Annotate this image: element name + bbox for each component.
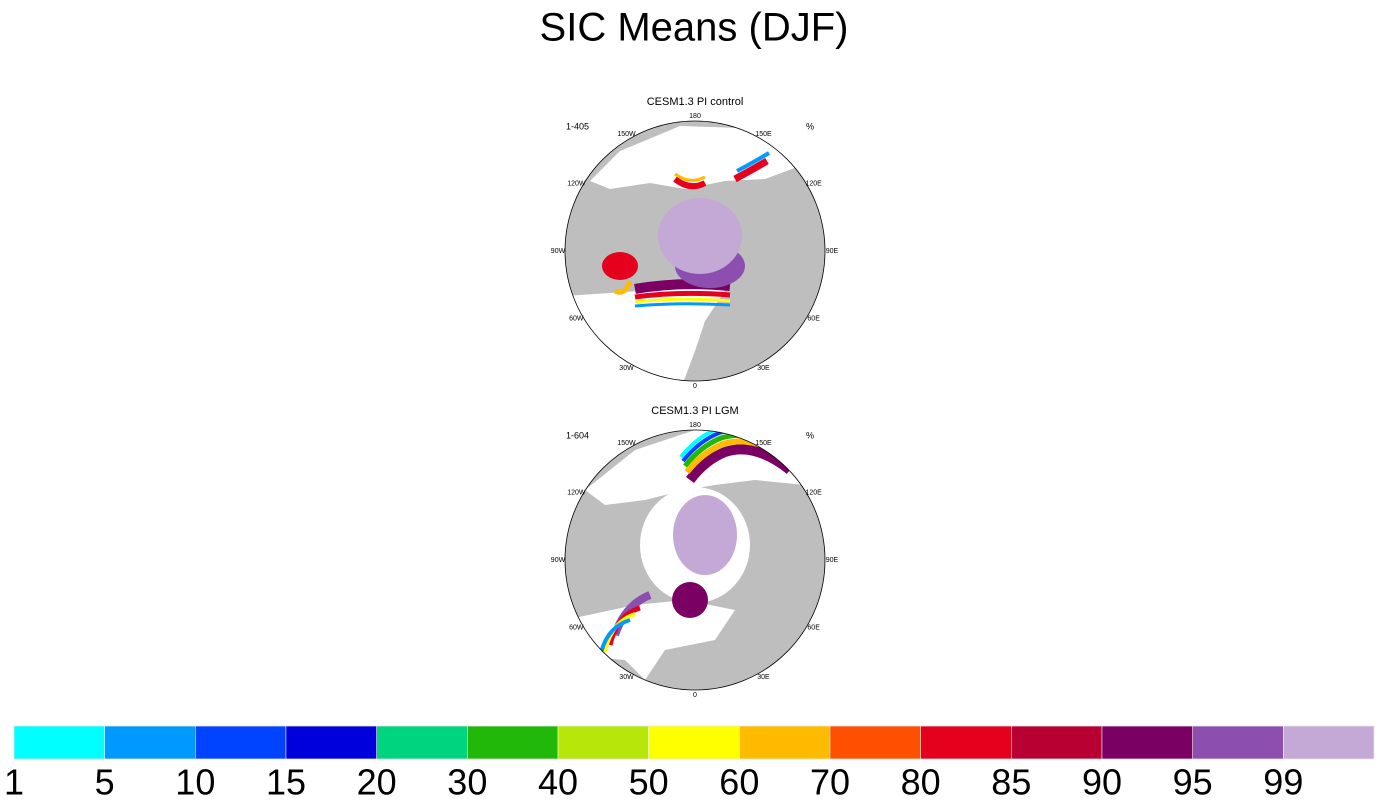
longitude-label: 90W xyxy=(551,557,566,564)
colorbar-label: 15 xyxy=(266,762,306,803)
colorbar-label: 30 xyxy=(447,762,487,803)
colorbar-box xyxy=(1283,725,1375,760)
colorbar-box xyxy=(557,725,649,760)
longitude-label: 150W xyxy=(617,131,636,138)
map-panel-1 xyxy=(564,120,826,382)
ice xyxy=(674,172,706,182)
longitude-label: 90E xyxy=(826,248,839,255)
longitude-label: 150E xyxy=(755,131,772,138)
ice xyxy=(602,252,638,280)
ice xyxy=(634,290,731,300)
panel-years: 1-405 xyxy=(566,121,589,131)
colorbar-box xyxy=(739,725,831,760)
longitude-label: 180 xyxy=(689,422,701,429)
ice xyxy=(686,444,794,484)
ice xyxy=(613,280,633,295)
colorbar-box xyxy=(195,725,287,760)
longitude-label: 120W xyxy=(567,180,586,187)
panel-title: CESM1.3 PI control xyxy=(647,96,744,108)
ice xyxy=(673,176,707,190)
ice xyxy=(634,297,731,304)
colorbar-box xyxy=(648,725,740,760)
panel-years: 1-604 xyxy=(566,430,589,440)
colorbar-label: 40 xyxy=(538,762,578,803)
colorbar-label: 99 xyxy=(1263,762,1303,803)
colorbar-box xyxy=(920,725,1012,760)
colorbar-frame xyxy=(13,725,1375,760)
longitude-label: 60E xyxy=(807,624,820,631)
ice xyxy=(673,495,737,575)
longitude-label: 150W xyxy=(617,440,636,447)
longitude-label: 30E xyxy=(757,365,770,372)
longitude-label: 0 xyxy=(693,383,697,390)
longitude-label: 90W xyxy=(551,248,566,255)
colorbar-label: 20 xyxy=(357,762,397,803)
colorbar-label: 80 xyxy=(901,762,941,803)
map-border xyxy=(564,120,826,382)
colorbar-box xyxy=(467,725,559,760)
longitude-label: 60E xyxy=(807,315,820,322)
longitude-label: 90E xyxy=(826,557,839,564)
colorbar-box xyxy=(285,725,377,760)
colorbar-box xyxy=(1192,725,1284,760)
colorbar-label: 70 xyxy=(810,762,850,803)
longitude-label: 30W xyxy=(619,365,634,372)
colorbar-box xyxy=(13,725,105,760)
ice xyxy=(672,582,708,618)
longitude-label: 0 xyxy=(693,692,697,699)
colorbar-label: 60 xyxy=(719,762,759,803)
colorbar-label: 50 xyxy=(629,762,669,803)
longitude-label: 30E xyxy=(757,674,770,681)
longitude-label: 120E xyxy=(805,180,822,187)
colorbar-label: 95 xyxy=(1173,762,1213,803)
panel-units: % xyxy=(806,121,814,131)
colorbar-label: 10 xyxy=(175,762,215,803)
longitude-label: 120W xyxy=(567,489,586,496)
colorbar-label: 85 xyxy=(991,762,1031,803)
map-panel-2 xyxy=(564,429,826,691)
colorbar-box xyxy=(1101,725,1193,760)
ice xyxy=(733,157,769,183)
figure-title: SIC Means (DJF) xyxy=(540,6,849,50)
ice xyxy=(634,302,731,308)
longitude-label: 30W xyxy=(619,674,634,681)
longitude-label: 150E xyxy=(755,440,772,447)
colorbar-box xyxy=(104,725,196,760)
longitude-label: 60W xyxy=(569,624,584,631)
longitude-label: 180 xyxy=(689,113,701,120)
colorbar-box xyxy=(376,725,468,760)
colorbar-box xyxy=(829,725,921,760)
colorbar-box xyxy=(1011,725,1103,760)
colorbar-label: 5 xyxy=(95,762,115,803)
map-border xyxy=(564,429,826,691)
longitude-label: 60W xyxy=(569,315,584,322)
panel-title: CESM1.3 PI LGM xyxy=(651,405,738,417)
panel-units: % xyxy=(806,430,814,440)
colorbar-label: 1 xyxy=(4,762,24,803)
ocean xyxy=(565,600,735,680)
longitude-label: 120E xyxy=(805,489,822,496)
ice xyxy=(736,151,771,173)
colorbar-label: 90 xyxy=(1082,762,1122,803)
ice xyxy=(658,198,742,274)
